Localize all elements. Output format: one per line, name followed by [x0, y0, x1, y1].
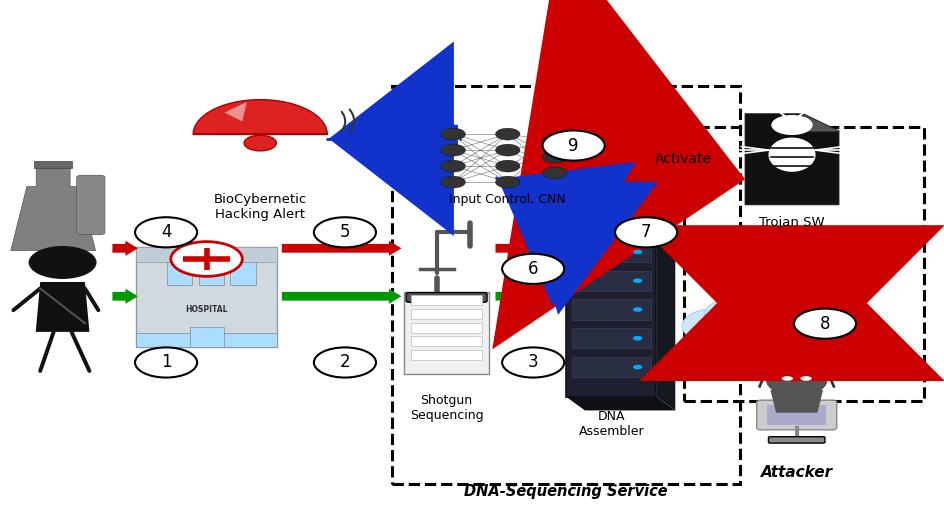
Polygon shape	[10, 164, 95, 250]
FancyBboxPatch shape	[411, 337, 482, 347]
Text: 5: 5	[340, 224, 350, 241]
Circle shape	[786, 311, 854, 344]
Circle shape	[632, 307, 642, 312]
Circle shape	[543, 151, 567, 163]
FancyBboxPatch shape	[136, 333, 278, 347]
Polygon shape	[194, 99, 328, 134]
Circle shape	[632, 336, 642, 340]
FancyBboxPatch shape	[757, 400, 836, 430]
Text: 2: 2	[340, 353, 350, 371]
Circle shape	[171, 241, 243, 276]
Polygon shape	[225, 102, 246, 122]
Circle shape	[632, 221, 642, 226]
Circle shape	[441, 160, 465, 172]
Text: Activate: Activate	[655, 152, 713, 166]
FancyBboxPatch shape	[76, 175, 105, 235]
FancyBboxPatch shape	[404, 292, 489, 374]
Circle shape	[496, 160, 520, 172]
Circle shape	[441, 128, 465, 140]
Text: Trojan SW: Trojan SW	[759, 216, 825, 229]
Polygon shape	[770, 390, 823, 413]
FancyBboxPatch shape	[572, 213, 650, 233]
FancyBboxPatch shape	[199, 262, 225, 285]
FancyBboxPatch shape	[572, 271, 650, 291]
Circle shape	[745, 297, 831, 338]
Polygon shape	[566, 397, 675, 410]
Circle shape	[313, 217, 376, 247]
Circle shape	[502, 347, 565, 378]
Circle shape	[496, 144, 520, 156]
Circle shape	[632, 250, 642, 254]
Circle shape	[135, 347, 197, 378]
Polygon shape	[36, 282, 90, 332]
Text: DNA
Assembler: DNA Assembler	[579, 410, 644, 439]
Circle shape	[244, 135, 277, 151]
FancyBboxPatch shape	[230, 262, 256, 285]
FancyBboxPatch shape	[768, 437, 825, 443]
Circle shape	[794, 309, 856, 339]
Circle shape	[496, 128, 520, 140]
FancyBboxPatch shape	[411, 309, 482, 319]
Circle shape	[771, 115, 813, 135]
FancyBboxPatch shape	[572, 242, 650, 262]
Text: 1: 1	[160, 353, 172, 371]
FancyBboxPatch shape	[190, 327, 224, 347]
FancyBboxPatch shape	[167, 262, 193, 285]
Circle shape	[441, 144, 465, 156]
Circle shape	[543, 135, 567, 147]
FancyBboxPatch shape	[572, 357, 650, 377]
Text: BioCybernetic
Hacking Alert: BioCybernetic Hacking Alert	[213, 194, 307, 221]
Circle shape	[543, 167, 567, 179]
Circle shape	[767, 366, 827, 396]
Circle shape	[543, 130, 605, 160]
Text: Input Control, CNN: Input Control, CNN	[449, 194, 566, 207]
FancyBboxPatch shape	[411, 295, 482, 306]
Circle shape	[615, 217, 677, 247]
Circle shape	[502, 254, 565, 284]
Polygon shape	[745, 114, 839, 205]
Text: 9: 9	[568, 137, 579, 155]
Circle shape	[704, 294, 797, 339]
Text: 6: 6	[528, 260, 538, 278]
FancyBboxPatch shape	[406, 292, 487, 302]
FancyBboxPatch shape	[136, 247, 278, 347]
FancyBboxPatch shape	[136, 247, 278, 262]
Circle shape	[496, 176, 520, 188]
FancyBboxPatch shape	[411, 323, 482, 333]
Circle shape	[726, 318, 794, 351]
Text: 7: 7	[641, 224, 651, 241]
Circle shape	[632, 278, 642, 283]
Text: DNA-Sequencing Service: DNA-Sequencing Service	[464, 484, 668, 500]
Text: 3: 3	[528, 353, 538, 371]
Circle shape	[313, 347, 376, 378]
Circle shape	[135, 217, 197, 247]
Ellipse shape	[768, 138, 816, 172]
Circle shape	[761, 318, 829, 351]
Ellipse shape	[782, 376, 793, 381]
Text: Attacker: Attacker	[761, 464, 833, 480]
FancyBboxPatch shape	[566, 205, 656, 397]
Text: 8: 8	[819, 315, 830, 332]
Text: 4: 4	[160, 224, 172, 241]
Ellipse shape	[801, 376, 812, 381]
Circle shape	[682, 308, 757, 345]
Polygon shape	[803, 114, 839, 131]
Circle shape	[632, 365, 642, 369]
Text: Shotgun
Sequencing: Shotgun Sequencing	[410, 394, 483, 422]
Text: HOSPITAL: HOSPITAL	[185, 305, 228, 313]
Circle shape	[28, 246, 96, 279]
FancyBboxPatch shape	[34, 161, 72, 168]
FancyBboxPatch shape	[411, 350, 482, 360]
Circle shape	[441, 176, 465, 188]
FancyBboxPatch shape	[572, 299, 650, 320]
FancyBboxPatch shape	[767, 405, 826, 425]
FancyBboxPatch shape	[572, 328, 650, 348]
Polygon shape	[656, 205, 675, 410]
